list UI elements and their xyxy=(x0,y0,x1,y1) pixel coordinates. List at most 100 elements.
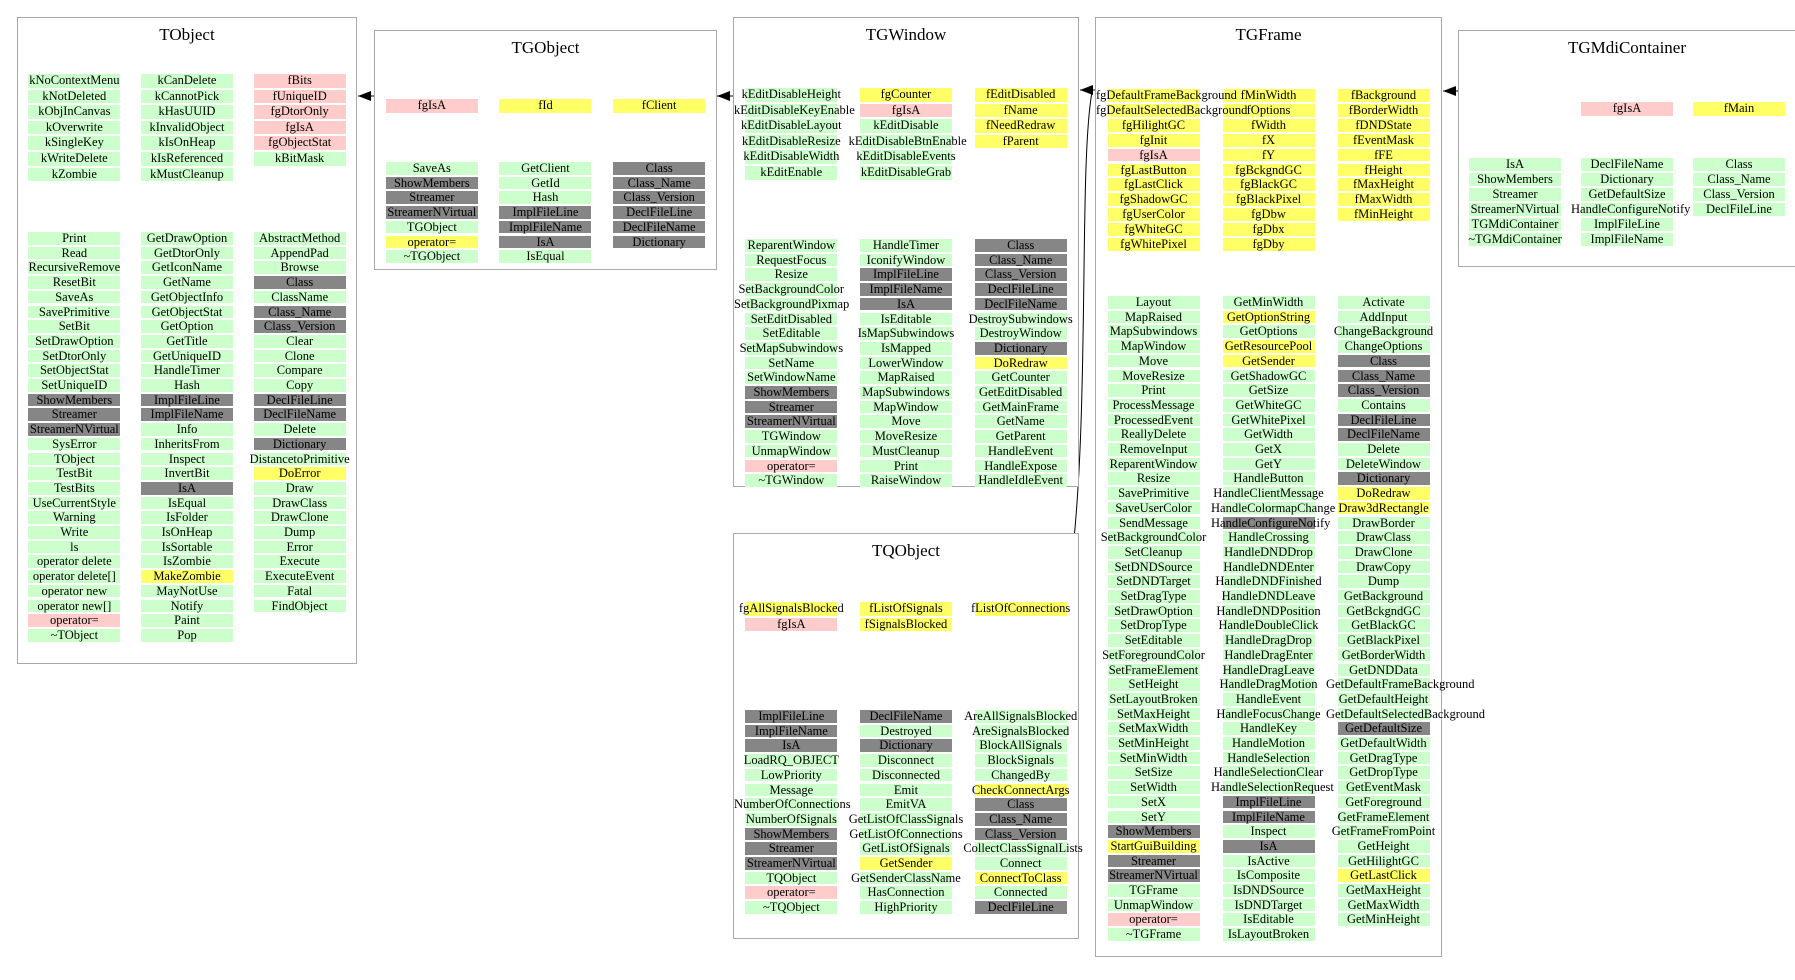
member-handlefocuschange[interactable]: HandleFocusChange xyxy=(1211,707,1326,722)
member-print[interactable]: Print xyxy=(18,231,131,246)
member-getsenderclassname[interactable]: GetSenderClassName xyxy=(849,871,964,886)
member-emitva[interactable]: EmitVA xyxy=(849,797,964,812)
member-maynotuse[interactable]: MayNotUse xyxy=(131,584,244,599)
member-setbackgroundpixmap[interactable]: SetBackgroundPixmap xyxy=(734,297,849,312)
member-streamer[interactable]: Streamer xyxy=(18,407,131,422)
member-handleselectionrequest[interactable]: HandleSelectionRequest xyxy=(1211,780,1334,795)
member-implfileline[interactable]: ImplFileLine xyxy=(131,393,244,408)
member-getlastclick[interactable]: GetLastClick xyxy=(1326,868,1441,883)
member-setdrawoption[interactable]: SetDrawOption xyxy=(18,334,131,349)
member-getcounter[interactable]: GetCounter xyxy=(963,370,1078,385)
member-class[interactable]: Class xyxy=(602,161,716,176)
member-getminwidth[interactable]: GetMinWidth xyxy=(1211,295,1326,310)
member-clear[interactable]: Clear xyxy=(243,334,356,349)
member-drawclone[interactable]: DrawClone xyxy=(243,510,356,525)
member-getdefaultselectedbackground[interactable]: GetDefaultSelectedBackground xyxy=(1326,707,1485,722)
member-tgframe[interactable]: ~TGFrame xyxy=(1096,927,1211,942)
member-getbackground[interactable]: GetBackground xyxy=(1326,589,1441,604)
member-fminheight[interactable]: fMinHeight xyxy=(1326,207,1441,222)
member-implfilename[interactable]: ImplFileName xyxy=(131,407,244,422)
member-setbit[interactable]: SetBit xyxy=(18,319,131,334)
member-setdragtype[interactable]: SetDragType xyxy=(1096,589,1211,604)
class-title-tqobject[interactable]: TQObject xyxy=(872,541,940,560)
member-streamernvirtual[interactable]: StreamerNVirtual xyxy=(1096,868,1211,883)
member-inspect[interactable]: Inspect xyxy=(1211,824,1326,839)
member-fheight[interactable]: fHeight xyxy=(1326,163,1441,178)
member-keditenable[interactable]: kEditEnable xyxy=(734,165,849,181)
member-isa[interactable]: IsA xyxy=(849,297,964,312)
member-fgblackpixel[interactable]: fgBlackPixel xyxy=(1211,192,1326,207)
member-class[interactable]: Class xyxy=(243,275,356,290)
member-getuniqueid[interactable]: GetUniqueID xyxy=(131,349,244,364)
member-streamernvirtual[interactable]: StreamerNVirtual xyxy=(375,205,489,220)
member-getframefrompoint[interactable]: GetFrameFromPoint xyxy=(1326,824,1441,839)
member-handledndenter[interactable]: HandleDNDEnter xyxy=(1211,560,1326,575)
member-koverwrite[interactable]: kOverwrite xyxy=(18,120,131,136)
member-kbitmask[interactable]: kBitMask xyxy=(243,151,356,167)
member-fminwidth[interactable]: fMinWidth xyxy=(1211,88,1326,103)
member-keditdisableheight[interactable]: kEditDisableHeight xyxy=(734,87,849,103)
member-declfileline[interactable]: DeclFileLine xyxy=(602,205,716,220)
member-fclient[interactable]: fClient xyxy=(602,98,716,114)
member-kcannotpick[interactable]: kCannotPick xyxy=(131,89,244,105)
member-keditdisablewidth[interactable]: kEditDisableWidth xyxy=(734,149,849,165)
member-doerror[interactable]: DoError xyxy=(243,466,356,481)
member-getdtoronly[interactable]: GetDtorOnly xyxy=(131,246,244,261)
member-knotdeleted[interactable]: kNotDeleted xyxy=(18,89,131,105)
member-tqobject[interactable]: TQObject xyxy=(734,871,849,886)
member-disconnected[interactable]: Disconnected xyxy=(849,768,964,783)
member-fgblackgc[interactable]: fgBlackGC xyxy=(1211,177,1326,192)
member-keditdisablelayout[interactable]: kEditDisableLayout xyxy=(734,118,849,134)
member-gety[interactable]: GetY xyxy=(1211,457,1326,472)
member-isa[interactable]: IsA xyxy=(734,738,849,753)
member-keditdisableevents[interactable]: kEditDisableEvents xyxy=(849,149,964,165)
member-move[interactable]: Move xyxy=(1096,354,1211,369)
member-handlecolormapchange[interactable]: HandleColormapChange xyxy=(1211,501,1335,516)
member-handledragdrop[interactable]: HandleDragDrop xyxy=(1211,633,1326,648)
member-tgwindow[interactable]: ~TGWindow xyxy=(734,473,849,488)
member-fgallsignalsblocked[interactable]: fgAllSignalsBlocked xyxy=(734,601,849,617)
member-fsignalsblocked[interactable]: fSignalsBlocked xyxy=(849,617,964,633)
member-showmembers[interactable]: ShowMembers xyxy=(1096,824,1211,839)
member-tobject[interactable]: TObject xyxy=(18,452,131,467)
member-getx[interactable]: GetX xyxy=(1211,442,1326,457)
member-areallsignalsblocked[interactable]: AreAllSignalsBlocked xyxy=(963,709,1078,724)
member-makezombie[interactable]: MakeZombie xyxy=(131,569,244,584)
member-handledragenter[interactable]: HandleDragEnter xyxy=(1211,648,1326,663)
member-saveprimitive[interactable]: SavePrimitive xyxy=(1096,486,1211,501)
member-reallydelete[interactable]: ReallyDelete xyxy=(1096,427,1211,442)
member-getid[interactable]: GetId xyxy=(489,176,603,191)
member-getlistofclasssignals[interactable]: GetListOfClassSignals xyxy=(849,812,964,827)
class-title-tgmdicontainer[interactable]: TGMdiContainer xyxy=(1567,38,1687,57)
member-drawclone[interactable]: DrawClone xyxy=(1326,545,1441,560)
member-tgframe[interactable]: TGFrame xyxy=(1096,883,1211,898)
member-hash[interactable]: Hash xyxy=(131,378,244,393)
member-getshadowgc[interactable]: GetShadowGC xyxy=(1211,369,1326,384)
member-setforegroundcolor[interactable]: SetForegroundColor xyxy=(1096,648,1211,663)
member-funiqueid[interactable]: fUniqueID xyxy=(243,89,356,105)
member-getdefaultsize[interactable]: GetDefaultSize xyxy=(1571,187,1683,202)
member-dictionary[interactable]: Dictionary xyxy=(963,341,1078,356)
member-isdndtarget[interactable]: IsDNDTarget xyxy=(1211,898,1326,913)
member-fborderwidth[interactable]: fBorderWidth xyxy=(1326,103,1441,118)
member-browse[interactable]: Browse xyxy=(243,260,356,275)
class-title-tobject[interactable]: TObject xyxy=(159,25,215,44)
member-khasuuid[interactable]: kHasUUID xyxy=(131,104,244,120)
member-execute[interactable]: Execute xyxy=(243,554,356,569)
member-saveas[interactable]: SaveAs xyxy=(18,290,131,305)
member-class-version[interactable]: Class_Version xyxy=(1326,383,1441,398)
member-setlayoutbroken[interactable]: SetLayoutBroken xyxy=(1096,692,1211,707)
member-operator-new[interactable]: operator new xyxy=(18,584,131,599)
member-fbackground[interactable]: fBackground xyxy=(1326,88,1441,103)
member-testbit[interactable]: TestBit xyxy=(18,466,131,481)
member-destroyed[interactable]: Destroyed xyxy=(849,724,964,739)
member-setdroptype[interactable]: SetDropType xyxy=(1096,618,1211,633)
member-operator[interactable]: operator= xyxy=(18,613,131,628)
member-isa[interactable]: IsA xyxy=(131,481,244,496)
member-fgisa[interactable]: fgIsA xyxy=(1096,148,1211,163)
member-write[interactable]: Write xyxy=(18,525,131,540)
member-handlebutton[interactable]: HandleButton xyxy=(1211,471,1326,486)
member-handlednddrop[interactable]: HandleDNDDrop xyxy=(1211,545,1326,560)
member-invertbit[interactable]: InvertBit xyxy=(131,466,244,481)
member-setobjectstat[interactable]: SetObjectStat xyxy=(18,363,131,378)
